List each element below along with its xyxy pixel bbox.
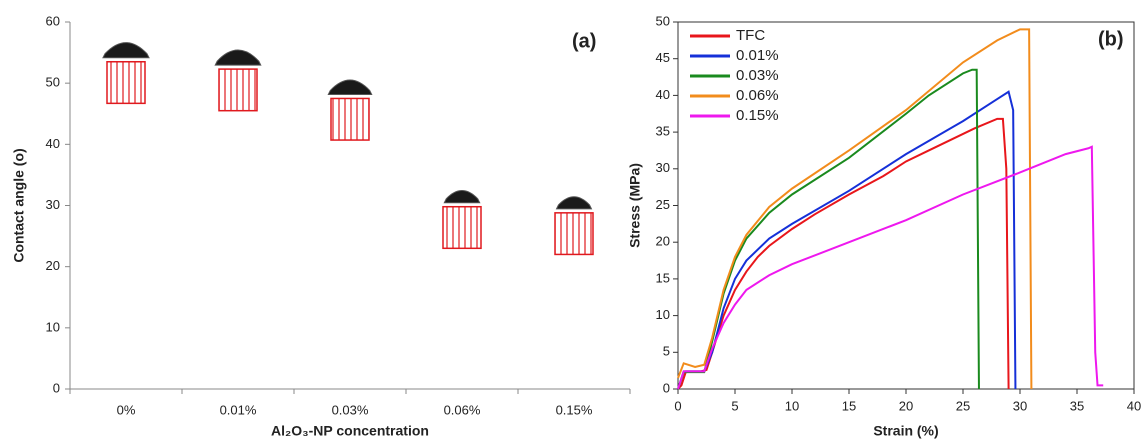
y-tick-label: 50: [656, 13, 670, 28]
series-line: [677, 68, 980, 390]
range-box: [218, 68, 258, 112]
y-tick-label: 30: [46, 197, 60, 212]
x-tick-label: 0.06%: [444, 402, 481, 417]
x-tick-label: 0.03%: [332, 402, 369, 417]
y-tick-label: 40: [656, 87, 670, 102]
series-line: [677, 90, 1017, 390]
droplet: [214, 49, 262, 66]
legend-label: TFC: [736, 27, 765, 44]
y-tick-label: 20: [656, 234, 670, 249]
x-tick-label: 0%: [117, 402, 136, 417]
series-line: [677, 28, 1033, 390]
y-tick-label: 15: [656, 270, 670, 285]
y-axis-label: Contact angle (o): [11, 148, 27, 262]
y-tick-label: 60: [46, 13, 60, 28]
x-tick-label: 20: [899, 398, 913, 413]
y-axis-label: Stress (MPa): [627, 163, 643, 248]
y-tick-label: 0: [53, 380, 60, 395]
series-line: [677, 145, 1104, 390]
x-axis-label: Al₂O₃-NP concentration: [271, 423, 429, 439]
range-box: [106, 61, 146, 105]
x-tick-label: 0.15%: [556, 402, 593, 417]
droplet: [555, 196, 593, 210]
range-box: [330, 97, 370, 141]
x-tick-label: 40: [1127, 398, 1141, 413]
annotation: (b): [1098, 28, 1124, 50]
droplet: [443, 190, 481, 204]
y-tick-label: 50: [46, 75, 60, 90]
y-tick-label: 10: [46, 319, 60, 334]
x-tick-label: 5: [731, 398, 738, 413]
y-tick-label: 30: [656, 160, 670, 175]
range-box: [442, 205, 482, 250]
x-tick-label: 0.01%: [220, 402, 257, 417]
droplet: [327, 79, 373, 95]
x-tick-label: 15: [842, 398, 856, 413]
x-tick-label: 0: [674, 398, 681, 413]
y-tick-label: 35: [656, 124, 670, 139]
y-tick-label: 20: [46, 258, 60, 273]
y-tick-label: 5: [663, 344, 670, 359]
x-axis-label: Strain (%): [873, 423, 938, 439]
legend-label: 0.06%: [736, 87, 779, 104]
y-tick-label: 40: [46, 136, 60, 151]
droplet: [102, 42, 150, 59]
legend-label: 0.03%: [736, 67, 779, 84]
y-tick-label: 0: [663, 380, 670, 395]
y-tick-label: 10: [656, 307, 670, 322]
range-box: [554, 212, 594, 256]
y-tick-label: 45: [656, 50, 670, 65]
annotation: (a): [572, 30, 596, 52]
legend-label: 0.01%: [736, 47, 779, 64]
x-tick-label: 35: [1070, 398, 1084, 413]
x-tick-label: 30: [1013, 398, 1027, 413]
x-tick-label: 25: [956, 398, 970, 413]
legend-label: 0.15%: [736, 107, 779, 124]
y-tick-label: 25: [656, 197, 670, 212]
series-line: [677, 117, 1010, 390]
x-tick-label: 10: [785, 398, 799, 413]
